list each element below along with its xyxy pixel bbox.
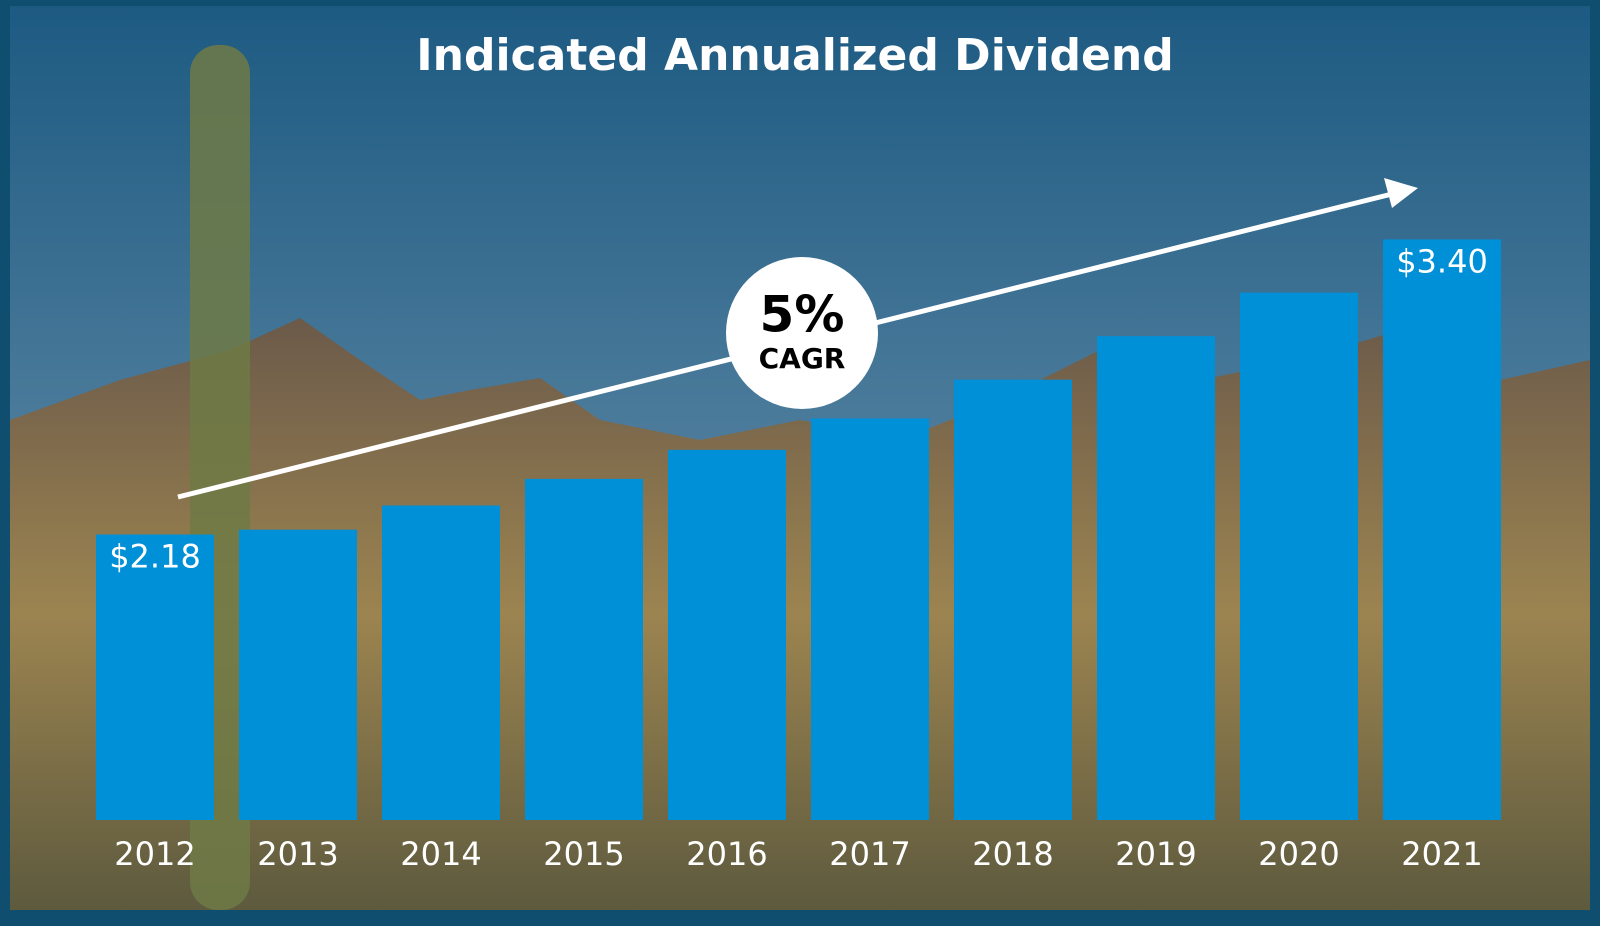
x-tick-label: 2019 xyxy=(1115,835,1196,873)
cagr-badge xyxy=(726,257,878,409)
x-tick-label: 2014 xyxy=(400,835,481,873)
bar xyxy=(525,478,643,820)
bar xyxy=(1097,336,1215,820)
x-tick-label: 2016 xyxy=(686,835,767,873)
bar xyxy=(382,505,500,820)
trend-arrowhead xyxy=(1384,178,1418,208)
cagr-label: CAGR xyxy=(759,342,846,375)
bar xyxy=(1240,292,1358,821)
bar xyxy=(1383,239,1501,820)
x-tick-label: 2015 xyxy=(543,835,624,873)
x-tick-label: 2013 xyxy=(257,835,338,873)
bar xyxy=(668,449,786,820)
bar xyxy=(954,379,1072,820)
x-tick-label: 2021 xyxy=(1401,835,1482,873)
data-label: $2.18 xyxy=(109,538,201,576)
data-label: $3.40 xyxy=(1396,242,1488,280)
x-tick-label: 2018 xyxy=(972,835,1053,873)
bar xyxy=(96,534,214,820)
chart-title: Indicated Annualized Dividend xyxy=(416,30,1173,81)
x-tick-label: 2012 xyxy=(114,835,195,873)
cagr-value: 5% xyxy=(760,286,845,344)
x-tick-label: 2017 xyxy=(829,835,910,873)
x-tick-label: 2020 xyxy=(1258,835,1339,873)
bar xyxy=(239,529,357,820)
bar xyxy=(811,418,929,820)
